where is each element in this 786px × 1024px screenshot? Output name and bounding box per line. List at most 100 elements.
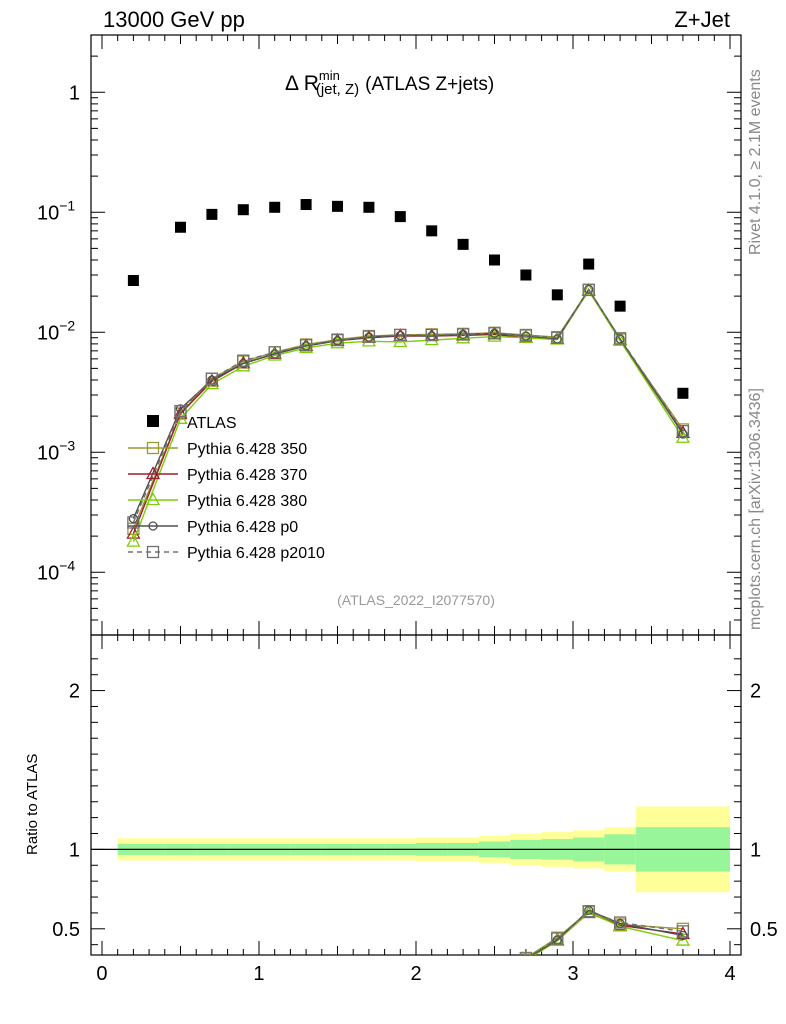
analysis-id-label: (ATLAS_2022_I2077570) <box>337 592 495 608</box>
plot-title-subscript: (jet, Z) <box>316 81 359 98</box>
ratio-point-p0 <box>365 991 373 999</box>
ratio-point-p2010 <box>426 981 437 992</box>
series-point-380 <box>613 332 628 346</box>
series-point-p2010 <box>676 424 690 438</box>
series-point-p0 <box>584 284 594 294</box>
x-tick-label: 3 <box>567 963 578 985</box>
ratio-point-p2010 <box>582 905 595 918</box>
legend-marker-p0 <box>148 521 158 531</box>
ratio-point-350 <box>269 993 280 1004</box>
ratio-point-350 <box>332 990 343 1001</box>
series-point-p0 <box>238 358 248 369</box>
ratio-point-380 <box>237 994 249 1005</box>
series-point-p2010 <box>362 330 376 343</box>
data-point-atlas <box>520 269 532 281</box>
ratio-point-p2010 <box>175 998 186 1009</box>
ratio-point-380 <box>300 992 312 1003</box>
plot-title-main: Δ R <box>285 72 319 95</box>
header-process-label: Z+Jet <box>674 7 730 32</box>
legend-marker-370 <box>145 466 161 480</box>
ratio-point-380 <box>457 976 469 987</box>
rivet-version-label: Rivet 4.1.0, ≥ 2.1M events <box>747 69 764 255</box>
series-point-p2010 <box>488 327 501 340</box>
header-energy-label: 13000 GeV pp <box>103 7 245 32</box>
series-point-p2010 <box>174 405 187 418</box>
legend-marker-350 <box>146 441 160 455</box>
legend-atlas-marker <box>147 415 159 427</box>
data-point-atlas <box>614 300 626 312</box>
ratio-point-p2010 <box>238 994 249 1005</box>
ratio-point-p0 <box>459 976 467 984</box>
ratio-point-p2010 <box>269 993 280 1004</box>
ratio-point-p0 <box>302 994 310 1002</box>
series-point-p2010 <box>394 328 407 342</box>
y-tick-label-ratio: 1 <box>69 839 80 861</box>
data-point-atlas <box>300 199 312 211</box>
x-tick-label: 1 <box>253 963 264 985</box>
ratio-point-370 <box>174 997 186 1008</box>
y-tick-label-ratio: 0.5 <box>52 919 80 941</box>
y-tick-label-main: 10−1 <box>37 197 75 224</box>
ratio-point-p2010 <box>301 992 312 1003</box>
y-tick-label-ratio: 2 <box>69 681 80 703</box>
ratio-line-350 <box>529 910 683 955</box>
legend-label-380: Pythia 6.428 380 <box>187 493 307 510</box>
ratio-point-370 <box>237 993 249 1004</box>
data-point-atlas <box>677 387 689 399</box>
ratio-point-380 <box>489 965 501 976</box>
ratio-point-380 <box>269 992 281 1003</box>
series-point-p2010 <box>456 328 470 341</box>
x-tick-label: 4 <box>724 963 735 985</box>
series-point-p2010 <box>237 354 250 367</box>
ratio-point-370 <box>127 1000 139 1011</box>
ratio-point-p0 <box>396 988 404 996</box>
series-point-p2010 <box>205 372 219 385</box>
y-tick-label-exponent: −4 <box>59 557 75 573</box>
ratio-point-380 <box>206 996 218 1007</box>
data-point-atlas <box>174 221 186 233</box>
ratio-series-layer <box>127 904 691 1012</box>
ratio-point-p2010 <box>363 989 374 1000</box>
ratio-point-380 <box>127 1001 139 1012</box>
ratio-point-350 <box>458 974 469 985</box>
data-point-atlas <box>583 258 595 270</box>
ratio-point-370 <box>489 964 501 975</box>
ratio-point-380 <box>394 987 406 998</box>
x-tick-label: 0 <box>96 963 107 985</box>
series-line-p0 <box>132 287 684 519</box>
y-tick-label-ratio-right: 0.5 <box>750 919 778 941</box>
ratio-point-p2010 <box>395 986 406 997</box>
ratio-point-p2010 <box>128 1001 139 1012</box>
plot-title-tail: (ATLAS Z+jets) <box>365 74 494 95</box>
ratio-point-p0 <box>129 1003 137 1011</box>
ratio-point-p2010 <box>206 996 217 1007</box>
series-point-p2010 <box>331 333 344 347</box>
y-tick-label-ratio-right: 2 <box>750 681 761 703</box>
series-point-p0 <box>332 336 343 346</box>
legend-label-p2010: Pythia 6.428 p2010 <box>187 545 325 562</box>
legend-atlas-label: ATLAS <box>187 415 237 432</box>
data-point-atlas <box>457 238 469 250</box>
data-point-atlas <box>394 211 406 223</box>
legend-label-370: Pythia 6.428 370 <box>187 467 307 484</box>
y-tick-label-base: 10 <box>37 322 59 344</box>
series-point-p2010 <box>613 332 627 345</box>
ratio-point-350 <box>128 1001 139 1012</box>
y-tick-label-base: 10 <box>37 562 59 584</box>
legend-label-350: Pythia 6.428 350 <box>187 441 307 458</box>
ratio-point-370 <box>269 992 281 1003</box>
series-point-p2010 <box>425 328 438 342</box>
ratio-point-350 <box>238 994 249 1005</box>
ratio-point-370 <box>524 952 528 955</box>
ratio-point-p2010 <box>332 991 343 1002</box>
legend-marker-p2010 <box>146 545 160 559</box>
ratio-plot-frame <box>90 634 742 956</box>
mcplots-reference-label: mcplots.cern.ch [arXiv:1306.3436] <box>747 388 764 630</box>
y-tick-label-ratio-right: 1 <box>750 839 761 861</box>
ratio-y-axis-label: Ratio to ATLAS <box>24 754 41 855</box>
main-series-layer <box>126 199 691 547</box>
ratio-point-p2010 <box>613 916 627 929</box>
ratio-point-p2010 <box>489 964 500 975</box>
ratio-line-p2010 <box>530 910 684 955</box>
